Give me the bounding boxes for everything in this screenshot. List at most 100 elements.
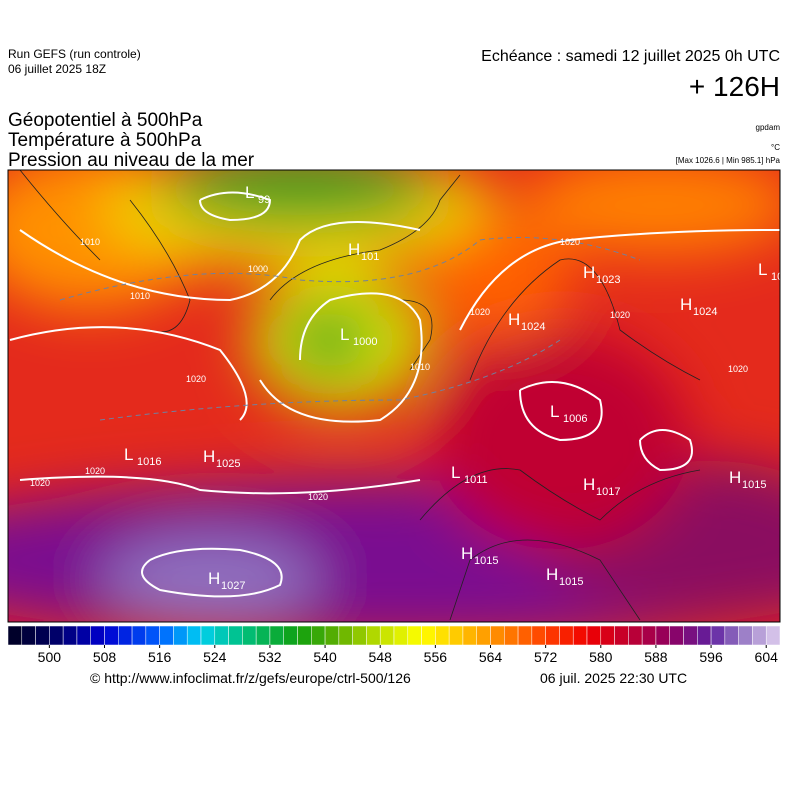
colorbar-tick-label: 596 [699,649,723,665]
center-value: 1015 [474,555,498,567]
coastlines [19,170,701,621]
colorbar-tick-label: 532 [258,649,282,665]
valid-time: Echéance : samedi 12 juillet 2025 0h UTC [481,48,780,65]
colorbar-cell [35,625,50,646]
colorbar-tick-label: 540 [313,649,337,665]
colorbar-cell [173,625,188,646]
colorbar-cell [283,625,298,646]
field-title: Géopotentiel à 500hPa [8,110,203,131]
colorbar-cell [421,625,436,646]
colorbar-cell [379,625,395,646]
isobar-label: 1020 [186,374,206,384]
colorbar-cell [407,625,422,646]
center-type: H [461,544,473,563]
colorbar-tick-label: 564 [479,649,503,665]
isobar-label: 1020 [470,307,490,317]
center-value: 1006 [563,413,587,425]
center-type: H [583,263,595,282]
center-value: 1016 [137,456,161,468]
center-value: 1027 [221,580,245,592]
colorbar-cell [214,625,229,646]
isobar-label: 1020 [610,310,630,320]
center-value: 1000 [353,336,377,348]
colorbar-cell [490,625,505,646]
colorbar-cell [517,625,533,646]
colorbar-cell [338,625,353,646]
map-frame [7,169,781,623]
center-type: H [203,447,215,466]
colorbar-tick-label: 572 [534,649,558,665]
colorbar-cell [297,625,312,646]
isobars [9,191,780,598]
colorbar-cell [311,625,326,646]
colorbar-cell [62,625,78,646]
colorbar-cell [242,625,257,646]
colorbar-cell [352,625,367,646]
colorbar-cell [476,625,491,646]
colorbar-cell [628,625,643,646]
colorbar-cell [131,625,147,646]
colorbar-tick-label: 524 [203,649,227,665]
colorbar-cell [228,625,243,646]
colorbar-tick-label: 500 [38,649,62,665]
isobar-label: 1020 [308,492,328,502]
colorbar-tick-label: 580 [589,649,613,665]
colorbar-cell [724,625,739,646]
colorbar-cell [186,625,202,646]
colorbar-tick-label: 516 [148,649,172,665]
colorbar-cell [435,625,450,646]
colorbar-cell [49,625,64,646]
colorbar-cell [738,625,753,646]
colorbar-cell [200,625,216,646]
center-value: 101 [361,251,379,263]
colorbar-cell [655,625,670,646]
colorbar-tick-label: 588 [644,649,668,665]
isobar-label: 1020 [85,466,105,476]
colorbar-cell [586,625,602,646]
colorbar-tick-label: 508 [93,649,117,665]
isobar-label: 1020 [728,364,748,374]
center-value: 1017 [596,486,620,498]
colorbar-cell [545,625,560,646]
colorbar-cell [765,625,781,646]
colorbar-cell [269,625,284,646]
colorbar-cell [90,625,105,646]
center-type: H [546,565,558,584]
colorbar-cell [324,625,340,646]
isobar-label: 1020 [560,237,580,247]
center-value: 1023 [596,274,620,286]
colorbar-cell [572,625,588,646]
colorbar-cell [393,625,409,646]
colorbar-cell [7,625,23,646]
center-type: L [245,183,254,202]
center-type: H [348,240,360,259]
run-date: 06 juillet 2025 18Z [8,62,106,76]
colorbar-cell [448,625,464,646]
colorbar-cell [504,625,519,646]
center-type: H [680,295,692,314]
isobar-label: 1010 [410,362,430,372]
colorbar-cell [710,625,726,646]
colorbar-cell [145,625,160,646]
center-type: L [340,325,349,344]
center-type: H [208,569,220,588]
center-type: L [451,463,460,482]
center-value: 1015 [559,576,583,588]
center-type: H [508,310,520,329]
colorbar-cell [559,625,574,646]
center-value: 99 [258,194,270,206]
colorbar-cell [255,625,271,646]
colorbar-cell [614,625,629,646]
center-type: H [729,468,741,487]
isobar-label: 1000 [248,264,268,274]
colorbar-cell [462,625,477,646]
colorbar-cell [683,625,698,646]
colorbar-tick-label: 548 [369,649,393,665]
isobar-label: 1010 [80,237,100,247]
colorbar-cell [600,625,615,646]
center-value: 1024 [693,306,717,318]
colorbar-cell [697,625,712,646]
center-type: H [583,475,595,494]
